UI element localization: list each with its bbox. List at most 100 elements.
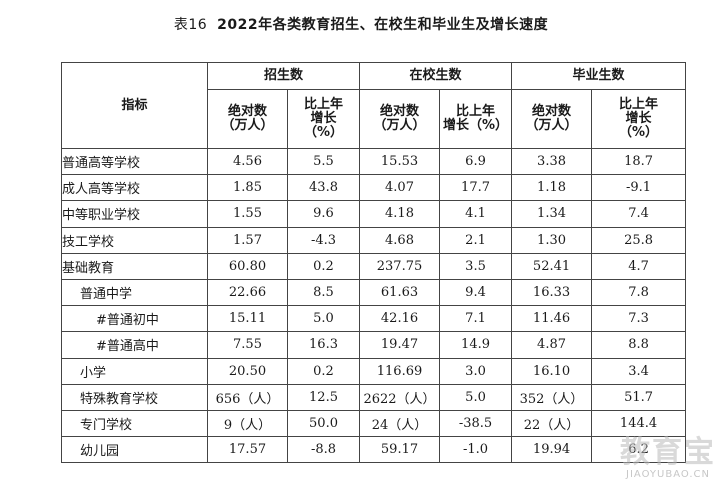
indicator-header: 指标 [61, 62, 208, 149]
enrollment-growth-cell: 5.5 [286, 147, 361, 176]
in-school-growth-cell: 7.1 [439, 305, 513, 333]
table-row: #普通初中 15.11 5.0 42.16 7.1 11.46 7.3 [61, 305, 687, 333]
graduates-absolute-cell: 4.87 [511, 331, 593, 359]
graduates-absolute-cell: 1.30 [511, 226, 593, 254]
enrollment-absolute-cell: 1.55 [207, 200, 288, 228]
row-indicator-name: #普通初中 [61, 305, 208, 333]
graduates-absolute-cell: 3.38 [511, 147, 593, 176]
enrollment-absolute-cell: 17.57 [207, 436, 288, 464]
watermark-logo: 教育宝 [620, 435, 716, 470]
enrollment-absolute-cell: 1.85 [207, 174, 288, 202]
enrollment-growth-cell: 0.2 [286, 357, 361, 385]
table-row: 中等职业学校 1.55 9.6 4.18 4.1 1.34 7.4 [61, 200, 687, 228]
table-title-text: 2022年各类教育招生、在校生和毕业生及增长速度 [217, 17, 549, 33]
enrollment-absolute-cell: 656（人） [207, 383, 288, 411]
graduates-absolute-cell: 1.34 [511, 200, 593, 228]
enrollment-absolute-cell: 20.50 [207, 357, 288, 385]
row-indicator-name: 特殊教育学校 [61, 383, 208, 411]
table-title: 表16 2022年各类教育招生、在校生和毕业生及增长速度 [0, 14, 722, 34]
in-school-absolute-cell: 15.53 [359, 147, 441, 176]
in-school-absolute-cell: 2622（人） [359, 383, 441, 411]
graduates-growth-cell: 51.7 [591, 383, 687, 411]
table-row: #普通高中 7.55 16.3 19.47 14.9 4.87 8.8 [61, 331, 687, 359]
in-school-absolute-cell: 4.18 [359, 200, 441, 228]
in-school-absolute-cell: 61.63 [359, 278, 441, 307]
graduates-absolute-header: 绝对数 （万人） [511, 89, 593, 149]
graduates-absolute-cell: 52.41 [511, 252, 593, 280]
enrollment-absolute-cell: 4.56 [207, 147, 288, 176]
enrollment-absolute-header: 绝对数 （万人） [207, 89, 288, 149]
graduates-growth-cell: 7.8 [591, 278, 687, 307]
in-school-absolute-cell: 19.47 [359, 331, 441, 359]
in-school-absolute-cell: 116.69 [359, 357, 441, 385]
graduates-growth-cell: 3.4 [591, 357, 687, 385]
enrollment-growth-cell: 12.5 [286, 383, 361, 411]
enrollment-absolute-cell: 7.55 [207, 331, 288, 359]
in-school-absolute-cell: 4.68 [359, 226, 441, 254]
in-school-growth-cell: 3.0 [439, 357, 513, 385]
row-indicator-name: 普通高等学校 [61, 147, 208, 176]
in-school-absolute-cell: 237.75 [359, 252, 441, 280]
table-row: 小学 20.50 0.2 116.69 3.0 16.10 3.4 [61, 357, 687, 385]
enrollment-absolute-cell: 15.11 [207, 305, 288, 333]
in-school-growth-cell: 4.1 [439, 200, 513, 228]
graduates-absolute-cell: 352（人） [511, 383, 593, 411]
graduates-growth-cell: 6.2 [591, 436, 687, 464]
in-school-group-header: 在校生数 [359, 62, 513, 90]
graduates-growth-cell: 144.4 [591, 409, 687, 438]
watermark-url: JIAOYUBAO.CN [626, 469, 710, 480]
enrollment-growth-cell: 8.5 [286, 278, 361, 307]
table-row: 普通中学 22.66 8.5 61.63 9.4 16.33 7.8 [61, 278, 687, 307]
in-school-absolute-cell: 59.17 [359, 436, 441, 464]
graduates-growth-cell: -9.1 [591, 174, 687, 202]
table-row: 专门学校 9（人） 50.0 24（人） -38.5 22（人） 144.4 [61, 409, 687, 438]
in-school-growth-cell: 17.7 [439, 174, 513, 202]
enrollment-absolute-cell: 9（人） [207, 409, 288, 438]
graduates-growth-cell: 7.4 [591, 200, 687, 228]
graduates-absolute-cell: 22（人） [511, 409, 593, 438]
graduates-absolute-cell: 16.33 [511, 278, 593, 307]
table-row: 特殊教育学校 656（人） 12.5 2622（人） 5.0 352（人） 51.7 [61, 383, 687, 411]
enrollment-absolute-cell: 60.80 [207, 252, 288, 280]
enrollment-group-header: 招生数 [206, 62, 361, 90]
enrollment-growth-cell: 16.3 [286, 331, 361, 359]
row-indicator-name: 普通中学 [61, 278, 208, 307]
row-indicator-name: 小学 [61, 357, 208, 385]
enrollment-absolute-cell: 1.57 [207, 226, 288, 254]
education-stats-table: 指标 招生数 在校生数 毕业生数 绝对数 （万人） 比上年 增长 （%） 绝对数… [61, 62, 687, 464]
in-school-growth-cell: -38.5 [439, 409, 513, 438]
table-row: 普通高等学校 4.56 5.5 15.53 6.9 3.38 18.7 [61, 147, 687, 176]
graduates-growth-cell: 18.7 [591, 147, 687, 176]
in-school-growth-header: 比上年 增长（%） [439, 89, 513, 149]
in-school-absolute-cell: 4.07 [359, 174, 441, 202]
in-school-growth-cell: 2.1 [439, 226, 513, 254]
enrollment-growth-cell: 9.6 [286, 200, 361, 228]
graduates-growth-header: 比上年 增长 （%） [591, 89, 687, 149]
table-row: 成人高等学校 1.85 43.8 4.07 17.7 1.18 -9.1 [61, 174, 687, 202]
in-school-growth-cell: 14.9 [439, 331, 513, 359]
row-indicator-name: 中等职业学校 [61, 200, 208, 228]
enrollment-growth-header: 比上年 增长 （%） [286, 89, 361, 149]
watermark: 教育宝 JIAOYUBAO.CN [620, 435, 716, 481]
in-school-absolute-cell: 42.16 [359, 305, 441, 333]
enrollment-growth-cell: 50.0 [286, 409, 361, 438]
graduates-absolute-cell: 11.46 [511, 305, 593, 333]
table-number: 表16 [173, 17, 208, 33]
in-school-absolute-cell: 24（人） [359, 409, 441, 438]
in-school-growth-cell: -1.0 [439, 436, 513, 464]
graduates-growth-cell: 7.3 [591, 305, 687, 333]
graduates-absolute-cell: 19.94 [511, 436, 593, 464]
enrollment-growth-cell: -4.3 [286, 226, 361, 254]
graduates-absolute-cell: 16.10 [511, 357, 593, 385]
enrollment-growth-cell: 0.2 [286, 252, 361, 280]
graduates-absolute-cell: 1.18 [511, 174, 593, 202]
graduates-growth-cell: 8.8 [591, 331, 687, 359]
table-row: 基础教育 60.80 0.2 237.75 3.5 52.41 4.7 [61, 252, 687, 280]
table-row: 幼儿园 17.57 -8.8 59.17 -1.0 19.94 6.2 [61, 436, 687, 464]
enrollment-absolute-cell: 22.66 [207, 278, 288, 307]
row-indicator-name: 专门学校 [61, 409, 208, 438]
in-school-growth-cell: 5.0 [439, 383, 513, 411]
table-row: 技工学校 1.57 -4.3 4.68 2.1 1.30 25.8 [61, 226, 687, 254]
in-school-growth-cell: 3.5 [439, 252, 513, 280]
graduates-group-header: 毕业生数 [511, 62, 687, 90]
